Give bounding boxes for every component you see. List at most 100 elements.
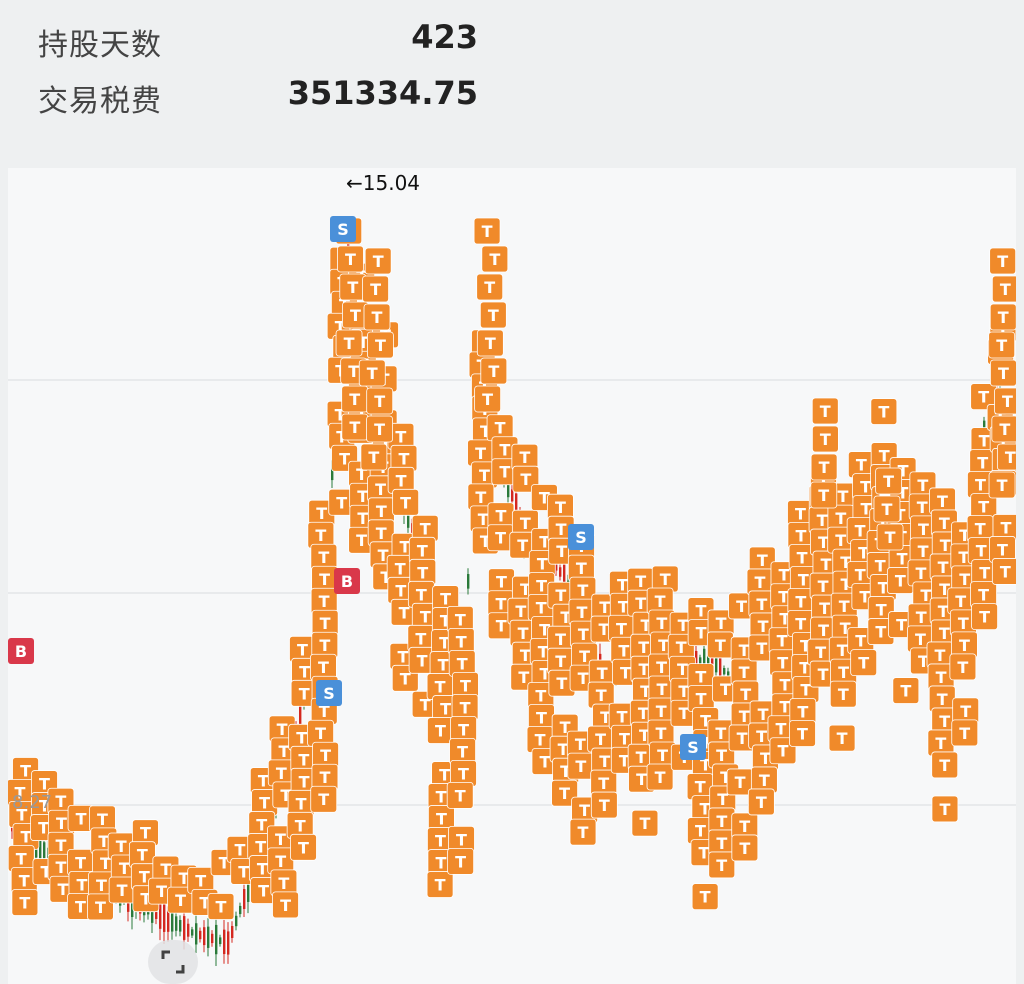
- t-marker-letter: T: [755, 573, 766, 592]
- t-marker-letter: T: [295, 816, 306, 835]
- trade-marker-t: T: [339, 273, 367, 301]
- t-marker-letter: T: [695, 822, 706, 841]
- t-marker-letter: T: [556, 674, 567, 693]
- t-marker-letter: T: [399, 603, 410, 622]
- t-marker-letter: T: [339, 449, 350, 468]
- t-marker-letter: T: [39, 797, 50, 816]
- candle-body: [195, 923, 198, 945]
- t-marker-letter: T: [318, 790, 329, 809]
- trade-marker-s-box: [568, 524, 594, 550]
- t-marker-letter: T: [939, 800, 950, 819]
- t-marker-letter: T: [720, 768, 731, 787]
- t-marker-letter: T: [959, 570, 970, 589]
- t-marker-letter: T: [620, 663, 631, 682]
- t-marker-letter: T: [299, 684, 310, 703]
- t-marker-letter: T: [440, 590, 451, 609]
- t-marker-letter: T: [538, 643, 549, 662]
- t-marker-box: [366, 387, 394, 415]
- trade-marker-t: T: [364, 247, 392, 275]
- t-marker-letter: T: [878, 403, 889, 422]
- t-marker-letter: T: [56, 858, 67, 877]
- t-marker-letter: T: [75, 853, 86, 872]
- t-marker-letter: T: [720, 680, 731, 699]
- trade-marker-t: T: [646, 763, 674, 791]
- t-marker-letter: T: [320, 746, 331, 765]
- t-marker-letter: T: [999, 420, 1010, 439]
- trade-marker-t: T: [994, 387, 1016, 415]
- t-marker-box: [479, 301, 507, 329]
- t-marker-box: [991, 415, 1016, 443]
- t-marker-letter: T: [576, 559, 587, 578]
- t-marker-letter: T: [536, 709, 547, 728]
- t-marker-letter: T: [639, 726, 650, 745]
- t-marker-letter: T: [979, 564, 990, 583]
- trade-marker-t: T: [447, 847, 475, 875]
- trade-marker-t: T: [708, 851, 736, 879]
- t-marker-letter: T: [979, 432, 990, 451]
- trade-marker-t: T: [706, 631, 734, 659]
- t-marker-letter: T: [739, 817, 750, 836]
- t-marker-letter: T: [456, 632, 467, 651]
- t-marker-letter: T: [858, 654, 869, 673]
- t-marker-letter: T: [335, 405, 346, 424]
- t-marker-box: [337, 245, 364, 273]
- trade-marker-b: B: [334, 568, 360, 594]
- t-marker-letter: T: [357, 509, 368, 528]
- t-marker-letter: T: [699, 800, 710, 819]
- trade-marker-t: T: [428, 805, 455, 832]
- t-marker-box: [850, 649, 878, 677]
- t-marker-letter: T: [996, 336, 1007, 355]
- t-marker-letter: T: [599, 598, 610, 617]
- candle-body: [175, 916, 178, 931]
- trade-marker-t: T: [587, 681, 615, 709]
- t-marker-letter: T: [757, 551, 768, 570]
- t-marker-letter: T: [439, 766, 450, 785]
- t-marker-letter: T: [40, 863, 51, 882]
- trade-marker-t: T: [996, 443, 1016, 471]
- t-marker-letter: T: [20, 827, 31, 846]
- t-marker-letter: T: [918, 520, 929, 539]
- t-marker-letter: T: [98, 832, 109, 851]
- t-marker-letter: T: [939, 756, 950, 775]
- trade-marker-t: T: [448, 649, 476, 677]
- t-marker-box: [931, 751, 959, 779]
- t-marker-letter: T: [484, 278, 495, 297]
- trade-marker-t: T: [272, 891, 299, 919]
- t-marker-letter: T: [619, 751, 630, 770]
- candle-body: [43, 842, 46, 866]
- t-marker-letter: T: [677, 660, 688, 679]
- t-marker-letter: T: [860, 478, 871, 497]
- t-marker-letter: T: [736, 597, 747, 616]
- t-marker-box: [551, 779, 578, 807]
- t-marker-letter: T: [537, 555, 548, 574]
- t-marker-letter: T: [488, 362, 499, 381]
- fullscreen-button[interactable]: [148, 940, 198, 984]
- t-marker-letter: T: [915, 630, 926, 649]
- trade-marker-t: T: [207, 893, 235, 920]
- t-marker-letter: T: [660, 570, 671, 589]
- t-marker-letter: T: [895, 572, 906, 591]
- t-marker-letter: T: [515, 602, 526, 621]
- kline-chart[interactable]: TTTTTTTTTTTTTTTTTTTTTTTTTTTTTTTTTTTTTTTT…: [8, 168, 1016, 984]
- t-marker-letter: T: [678, 682, 689, 701]
- t-marker-letter: T: [840, 553, 851, 572]
- t-marker-letter: T: [556, 542, 567, 561]
- t-marker-letter: T: [376, 502, 387, 521]
- t-marker-letter: T: [520, 514, 531, 533]
- trade-marker-t: T: [270, 869, 298, 897]
- t-marker-letter: T: [395, 559, 406, 578]
- t-marker-letter: T: [860, 500, 871, 519]
- t-marker-letter: T: [400, 537, 411, 556]
- trade-marker-s: S: [568, 524, 594, 550]
- t-marker-letter: T: [937, 492, 948, 511]
- t-marker-letter: T: [456, 830, 467, 849]
- trade-marker-t: T: [427, 717, 454, 744]
- t-marker-letter: T: [936, 668, 947, 687]
- t-marker-letter: T: [739, 839, 750, 858]
- t-marker-letter: T: [695, 668, 706, 687]
- candle-body: [223, 929, 226, 955]
- t-marker-letter: T: [358, 333, 369, 352]
- t-marker-letter: T: [460, 698, 471, 717]
- t-marker-letter: T: [278, 874, 289, 893]
